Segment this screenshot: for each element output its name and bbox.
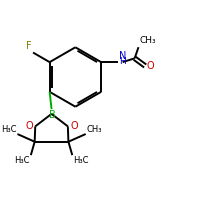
Text: O: O bbox=[146, 61, 154, 71]
Text: H₃C: H₃C bbox=[1, 125, 17, 134]
Text: O: O bbox=[70, 121, 78, 131]
Text: CH₃: CH₃ bbox=[139, 36, 156, 45]
Text: H₃C: H₃C bbox=[15, 156, 30, 165]
Text: H₃C: H₃C bbox=[73, 156, 88, 165]
Text: B: B bbox=[49, 110, 55, 120]
Text: CH₃: CH₃ bbox=[86, 125, 102, 134]
Text: N: N bbox=[119, 51, 126, 61]
Text: F: F bbox=[26, 41, 32, 51]
Text: H: H bbox=[119, 57, 125, 66]
Text: O: O bbox=[25, 121, 33, 131]
